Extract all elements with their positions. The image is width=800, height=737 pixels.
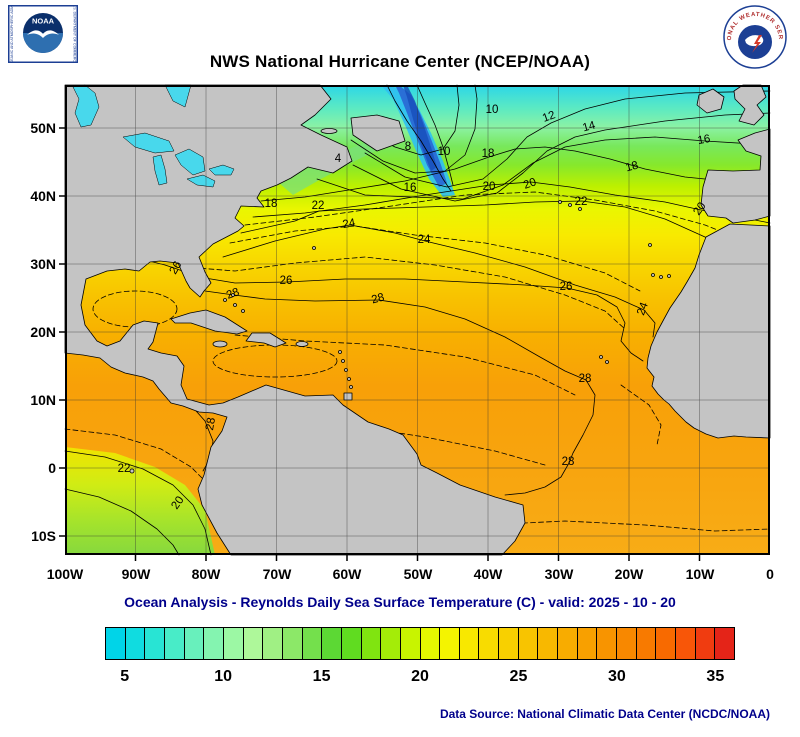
land-africa xyxy=(646,223,771,439)
map-subtitle: Ocean Analysis - Reynolds Daily Sea Surf… xyxy=(124,594,676,610)
lake-michigan xyxy=(152,154,168,186)
lake-erie xyxy=(186,174,216,188)
map xyxy=(59,84,771,561)
colorbar-cell xyxy=(263,628,283,659)
colorbar-tick-label: 15 xyxy=(312,668,331,685)
noaa-logo-side-text-right: U.S. DEPARTMENT OF COMMERCE xyxy=(73,5,77,63)
colorbar-cell xyxy=(302,628,323,659)
land-cuba xyxy=(170,309,248,335)
noaa-logo: NATIONAL OCEANIC AND ATMOSPHERIC ADMINIS… xyxy=(8,0,78,85)
lon-tick-label: 90W xyxy=(121,566,151,582)
colorbar-tick-label: 5 xyxy=(120,668,130,685)
lat-tick-label: 20N xyxy=(30,324,56,340)
axis-ticks xyxy=(59,127,701,561)
lat-tick-label: 50N xyxy=(30,120,56,136)
colorbar-ticks: 5 10 15 20 25 30 35 xyxy=(105,668,735,692)
lon-tick-label: 30W xyxy=(544,566,574,582)
colorbar-cell xyxy=(282,628,303,659)
land-bermuda xyxy=(312,246,316,250)
lon-tick-label: 80W xyxy=(191,566,221,582)
noaa-gull-icon xyxy=(27,30,59,38)
colorbar-cell xyxy=(164,628,185,659)
lon-tick-label: 40W xyxy=(473,566,503,582)
lon-tick-label: 100W xyxy=(46,566,84,582)
land-puerto-rico xyxy=(295,341,309,347)
colorbar-cell xyxy=(597,628,618,659)
colorbar-cell xyxy=(636,628,657,659)
map-frame xyxy=(65,85,770,555)
lat-tick-label: 10S xyxy=(31,528,56,544)
lat-tick-label: 40N xyxy=(30,188,56,204)
colorbar-cell xyxy=(145,628,165,659)
lon-tick-label: 70W xyxy=(262,566,292,582)
colorbar-tick-label: 25 xyxy=(509,668,528,685)
colorbar-cell xyxy=(243,628,264,659)
colorbar-cell xyxy=(656,628,677,659)
data-source: Data Source: National Climatic Data Cent… xyxy=(439,707,770,721)
lake-huron xyxy=(174,148,206,176)
colorbar-tick-label: 35 xyxy=(706,668,725,685)
noaa-logo-text: NOAA xyxy=(32,17,55,26)
colorbar-cell xyxy=(617,628,637,659)
colorbar-cell xyxy=(715,628,734,659)
land-jamaica xyxy=(212,340,228,348)
lat-tick-label: 30N xyxy=(30,256,56,272)
noaa-logo-graphic: NATIONAL OCEANIC AND ATMOSPHERIC ADMINIS… xyxy=(8,0,78,85)
lat-tick-label: 0 xyxy=(48,460,56,476)
page-title: NWS National Hurricane Center (NCEP/NOAA… xyxy=(209,52,591,71)
colorbar-cell xyxy=(341,628,362,659)
colorbar-cell xyxy=(479,628,500,659)
colorbar-cell xyxy=(125,628,146,659)
lon-tick-label: 50W xyxy=(403,566,433,582)
colorbar-cell xyxy=(106,628,126,659)
colorbar-cell xyxy=(499,628,519,659)
colorbar-cell xyxy=(381,628,401,659)
lake-ontario xyxy=(208,164,235,176)
land-hispaniola xyxy=(245,332,287,348)
colorbar-cell xyxy=(223,628,244,659)
colorbar-cell xyxy=(204,628,224,659)
land-newfoundland xyxy=(350,114,406,152)
nws-lightning-icon xyxy=(752,35,762,53)
colorbar-cell xyxy=(577,628,598,659)
lon-tick-label: 10W xyxy=(685,566,715,582)
colorbar-cell xyxy=(322,628,342,659)
lon-tick-label: 20W xyxy=(614,566,644,582)
nws-logo-graphic: NATIONAL WEATHER SERVICE xyxy=(719,0,787,69)
nws-logo: NATIONAL WEATHER SERVICE xyxy=(719,0,788,75)
grid-layer xyxy=(65,85,770,555)
colorbar-cell xyxy=(676,628,696,659)
colorbar-cells xyxy=(105,627,735,660)
colorbar-cell xyxy=(558,628,578,659)
lon-tick-label: 0 xyxy=(766,566,774,582)
lat-tick-label: 10N xyxy=(30,392,56,408)
land-americas xyxy=(64,84,526,556)
noaa-logo-side-text-left: NATIONAL OCEANIC AND ATMOSPHERIC ADMINIS… xyxy=(10,5,14,63)
land-iberia-france xyxy=(700,128,771,224)
colorbar-tick-label: 10 xyxy=(214,668,233,685)
map-canvas xyxy=(59,84,771,561)
colorbar-cell xyxy=(440,628,460,659)
lat-axis: 50N 40N 30N 20N 10N 0 10S xyxy=(0,0,58,737)
colorbar-cell xyxy=(420,628,441,659)
colorbar-tick-label: 30 xyxy=(607,668,626,685)
lon-tick-label: 60W xyxy=(332,566,362,582)
colorbar-cell xyxy=(184,628,205,659)
colorbar-cell xyxy=(518,628,539,659)
colorbar-cell xyxy=(695,628,716,659)
land-ireland xyxy=(696,88,725,114)
colorbar-cell xyxy=(459,628,480,659)
colorbar-tick-label: 20 xyxy=(411,668,429,685)
colorbar-cell xyxy=(400,628,421,659)
colorbar-cell xyxy=(538,628,559,659)
colorbar-cell xyxy=(361,628,382,659)
